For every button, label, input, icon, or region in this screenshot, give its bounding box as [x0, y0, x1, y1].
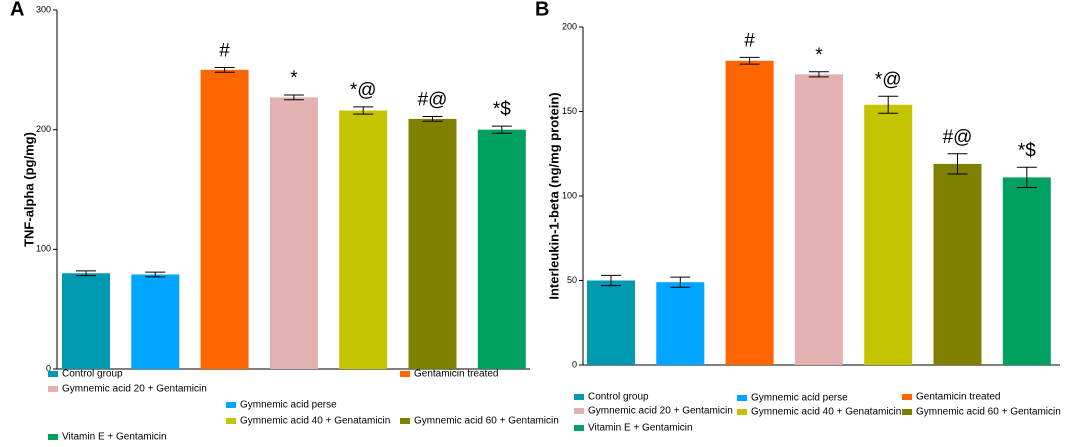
significance-label: *: [290, 68, 298, 89]
panel-label: B: [535, 0, 549, 20]
error-bar: [283, 94, 304, 101]
significance-label: *@: [350, 80, 377, 101]
error-bar: [214, 66, 235, 73]
significance-label: *$: [493, 99, 511, 120]
legend-label: Gymnemic acid 40 + Genatamicin: [240, 416, 390, 427]
error-bar: [739, 56, 760, 65]
legend-swatch: [902, 394, 912, 400]
significance-label: #@: [418, 90, 448, 111]
legend-label: Control group: [62, 369, 123, 380]
error-bar: [422, 116, 443, 122]
error-bar: [670, 276, 691, 288]
y-tick-label: 100: [562, 190, 577, 200]
error-bar: [808, 71, 829, 78]
error-bar: [601, 274, 621, 287]
legend-label: Gymnemic acid perse: [751, 393, 848, 404]
legend-swatch: [48, 386, 58, 392]
legend-label: Gentamicin treated: [414, 369, 499, 380]
legend-swatch: [226, 418, 236, 424]
legend-swatch: [737, 395, 747, 401]
y-tick-label: 0: [46, 363, 51, 373]
legend-swatch: [400, 418, 410, 424]
bar: [587, 280, 635, 365]
significance-label: *: [815, 45, 823, 66]
significance-label: #: [219, 40, 230, 61]
y-tick-label: 0: [572, 359, 577, 369]
y-tick-label: 50: [567, 275, 577, 285]
bar: [477, 129, 526, 369]
y-tick-label: 300: [36, 4, 51, 14]
bar: [200, 69, 249, 369]
significance-label: *@: [875, 69, 902, 90]
legend-swatch: [574, 394, 584, 400]
legend-swatch: [902, 409, 912, 415]
error-bar: [878, 95, 899, 114]
error-bar: [1016, 166, 1037, 189]
legend-label: Control group: [588, 392, 649, 403]
legend-label: Vitamin E + Gentamicin: [62, 432, 167, 443]
bar: [339, 110, 388, 370]
bar: [131, 274, 180, 369]
bar: [1002, 177, 1051, 365]
significance-label: *$: [1018, 140, 1036, 161]
legend-swatch: [574, 425, 584, 431]
bar: [725, 60, 774, 366]
y-tick-label: 100: [36, 244, 51, 254]
legend-label: Gymnemic acid perse: [240, 400, 337, 411]
bar: [269, 97, 318, 370]
bar: [864, 104, 913, 366]
legend-swatch: [400, 371, 410, 377]
legend-swatch: [574, 408, 584, 414]
legend-swatch: [48, 371, 58, 377]
bar: [933, 163, 982, 365]
y-tick-label: 150: [562, 106, 577, 116]
bar: [656, 282, 705, 365]
legend-swatch: [48, 434, 58, 440]
y-axis-label: TNF-alpha (pg/mg): [21, 132, 36, 247]
error-bar: [145, 271, 166, 278]
error-bar: [491, 125, 512, 134]
legend-label: Gymnemic acid 60 + Gentamicin: [916, 407, 1061, 418]
y-tick-label: 200: [562, 21, 577, 31]
y-axis-label: Interleukin-1-beta (ng/mg protein): [546, 92, 561, 299]
y-tick-label: 200: [36, 124, 51, 134]
legend-swatch: [737, 409, 747, 415]
significance-label: #: [744, 30, 755, 51]
legend-label: Gymnemic acid 20 + Gentamicin: [62, 384, 207, 395]
error-bar: [76, 270, 96, 277]
legend-label: Gymnemic acid 40 + Genatamicin: [751, 407, 901, 418]
bar: [62, 273, 110, 369]
legend-swatch: [226, 402, 236, 408]
legend-label: Gymnemic acid 60 + Gentamicin: [414, 416, 559, 427]
panel-label: A: [10, 0, 24, 20]
legend-label: Gymnemic acid 20 + Gentamicin: [588, 406, 733, 417]
error-bar: [353, 106, 374, 115]
significance-label: #@: [943, 127, 973, 148]
bar: [794, 74, 843, 365]
legend-label: Vitamin E + Gentamicin: [588, 423, 693, 434]
bar: [408, 118, 457, 369]
legend-label: Gentamicin treated: [916, 392, 1001, 403]
error-bar: [947, 153, 968, 175]
